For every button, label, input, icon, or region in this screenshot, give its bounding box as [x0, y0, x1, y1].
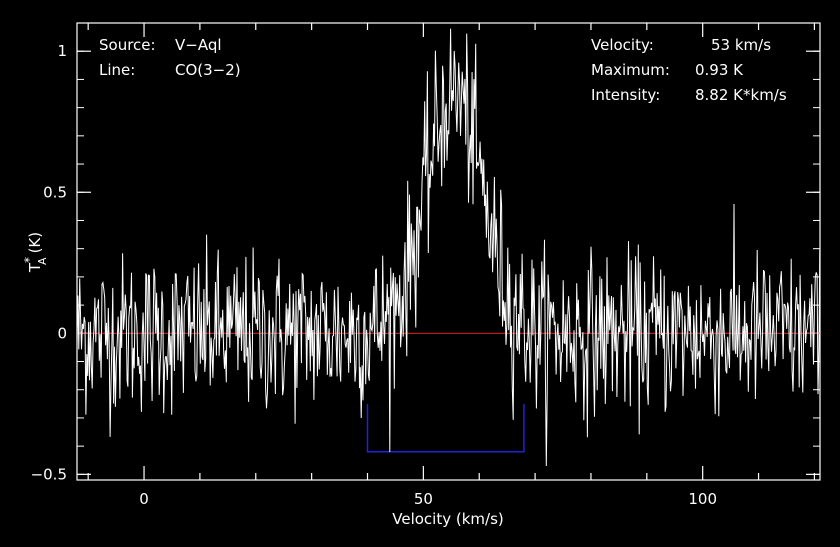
y-tick-label: −0.5: [31, 465, 67, 483]
y-tick-label: 0: [57, 324, 67, 342]
x-axis-ticks: 0 50 100: [87, 23, 816, 508]
maximum-value: 0.93 K: [695, 61, 744, 79]
y-axis-label: T*A (K): [22, 232, 49, 273]
spectrum-trace: [76, 28, 821, 467]
source-value: V−Aql: [175, 36, 222, 54]
annotations-left: Source: V−Aql Line: CO(3−2): [99, 36, 241, 79]
annotations-right: Velocity: 53 km/s Maximum: 0.93 K Intens…: [591, 36, 787, 104]
svg-text:T*A(K): T*A (K): [22, 232, 49, 273]
intensity-value: 8.82 K*km/s: [695, 86, 787, 104]
line-label: Line:: [99, 61, 135, 79]
line-value: CO(3−2): [175, 61, 241, 79]
y-tick-label: 0.5: [43, 183, 67, 201]
maximum-label: Maximum:: [591, 61, 670, 79]
y-axis-label-subscript: A: [36, 257, 49, 265]
y-axis-label-symbol: T: [26, 262, 44, 273]
y-tick-label: 1: [57, 42, 67, 60]
x-axis-label: Velocity (km/s): [392, 510, 503, 528]
source-label: Source:: [99, 36, 156, 54]
intensity-label: Intensity:: [591, 86, 660, 104]
velocity-value: 53 km/s: [711, 36, 771, 54]
y-axis-label-superscript: *: [22, 257, 36, 263]
x-tick-label: 50: [414, 490, 433, 508]
integration-window: [366, 403, 525, 453]
x-tick-label: 0: [139, 490, 149, 508]
x-tick-label: 100: [688, 490, 717, 508]
y-axis-label-unit: (K): [26, 232, 44, 254]
velocity-label: Velocity:: [591, 36, 654, 54]
